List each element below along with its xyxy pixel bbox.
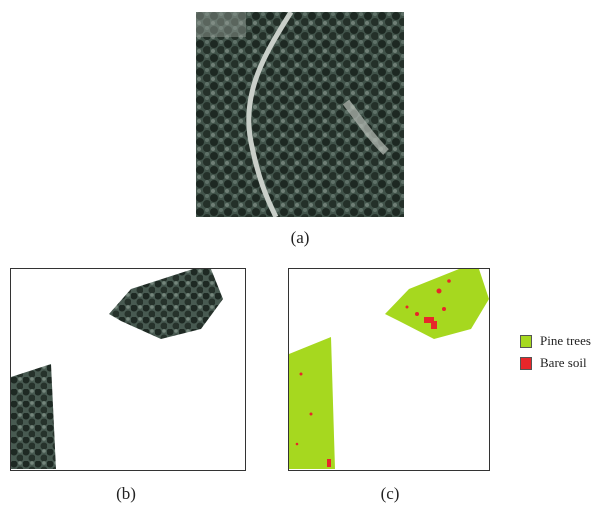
legend-item-bare-soil: Bare soil <box>520 352 591 374</box>
classification-map-c <box>289 269 489 469</box>
pine-trees-swatch <box>520 334 532 348</box>
caption-b: (b) <box>116 484 136 503</box>
legend-label: Pine trees <box>540 333 591 348</box>
legend: Pine trees Bare soil <box>520 330 591 374</box>
caption-a: (a) <box>290 228 310 247</box>
aerial-image-a <box>196 12 404 217</box>
legend-label: Bare soil <box>540 355 587 370</box>
masked-forest-b <box>11 269 223 469</box>
legend-item-pine-trees: Pine trees <box>520 330 591 352</box>
bare-soil-swatch <box>520 356 532 370</box>
caption-c: (c) <box>380 484 400 503</box>
